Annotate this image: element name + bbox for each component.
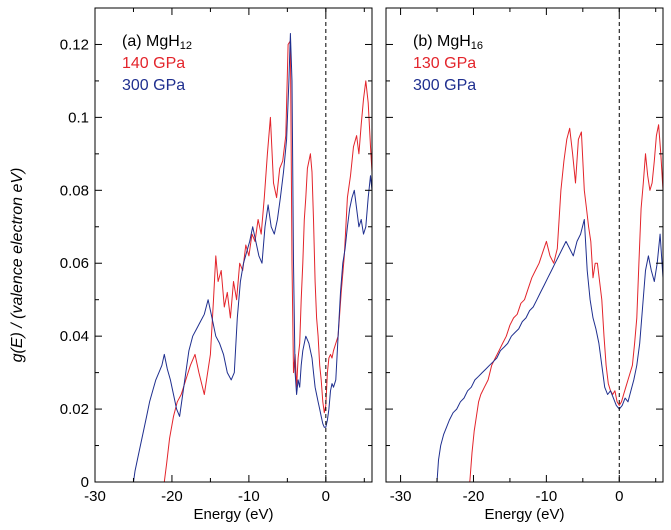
x-tick-label-b-2: -10 xyxy=(536,488,558,505)
x-tick-label-a-2: -10 xyxy=(238,488,260,505)
y-tick-label-3: 0.06 xyxy=(60,255,89,272)
panel-a-frame xyxy=(94,7,373,483)
legend-entry-b-1: 300 GPa xyxy=(413,77,476,94)
x-tick-label-b-3: 0 xyxy=(615,488,623,505)
x-tick-label-a-3: 0 xyxy=(322,488,330,505)
x-axis-label-b: Energy (eV) xyxy=(484,506,564,523)
y-tick-label-2: 0.04 xyxy=(60,328,89,345)
x-tick-label-a-0: -30 xyxy=(84,488,106,505)
legend-entry-a-0: 140 GPa xyxy=(122,55,185,72)
panel-b: -30 -20 -10 0 Energy (eV) (b) MgH16 130 GPa… xyxy=(385,7,664,523)
x-axis-label-a: Energy (eV) xyxy=(193,506,273,523)
series-line-b-1 xyxy=(436,219,663,482)
y-tick-label-6: 0.12 xyxy=(60,36,89,53)
y-tick-label-0: 0 xyxy=(81,474,89,491)
series-layer-b xyxy=(436,124,663,482)
y-tick-label-5: 0.1 xyxy=(68,109,89,126)
x-tick-label-a-1: -20 xyxy=(161,488,183,505)
legend-entry-a-1: 300 GPa xyxy=(122,77,185,94)
series-line-a-0 xyxy=(163,40,372,482)
x-tick-label-b-1: -20 xyxy=(463,488,485,505)
series-layer-a xyxy=(133,33,372,482)
series-line-b-0 xyxy=(469,124,663,482)
axes-layer-b: -30 -20 -10 0 xyxy=(386,7,663,505)
panel-a: -30 -20 -10 0 0 0.02 0.04 0.06 0.08 0.1 0.12 Energ… xyxy=(60,7,373,523)
panel-b-title-subscript: 16 xyxy=(471,40,483,52)
panel-a-title-subscript: 12 xyxy=(180,40,192,52)
y-tick-label-4: 0.08 xyxy=(60,182,89,199)
panel-b-title: (b) MgH16 xyxy=(413,33,483,52)
panel-b-frame xyxy=(385,7,664,483)
panel-b-title-main: (b) MgH xyxy=(413,33,471,50)
x-tick-label-b-0: -30 xyxy=(390,488,412,505)
series-line-a-1 xyxy=(133,33,372,482)
panel-a-title: (a) MgH12 xyxy=(122,33,192,52)
legend-entry-b-0: 130 GPa xyxy=(413,55,476,72)
y-axis-label: g(E) / (valence electron eV) xyxy=(9,168,26,363)
panel-a-title-main: (a) MgH xyxy=(122,33,180,50)
y-tick-label-1: 0.02 xyxy=(60,401,89,418)
